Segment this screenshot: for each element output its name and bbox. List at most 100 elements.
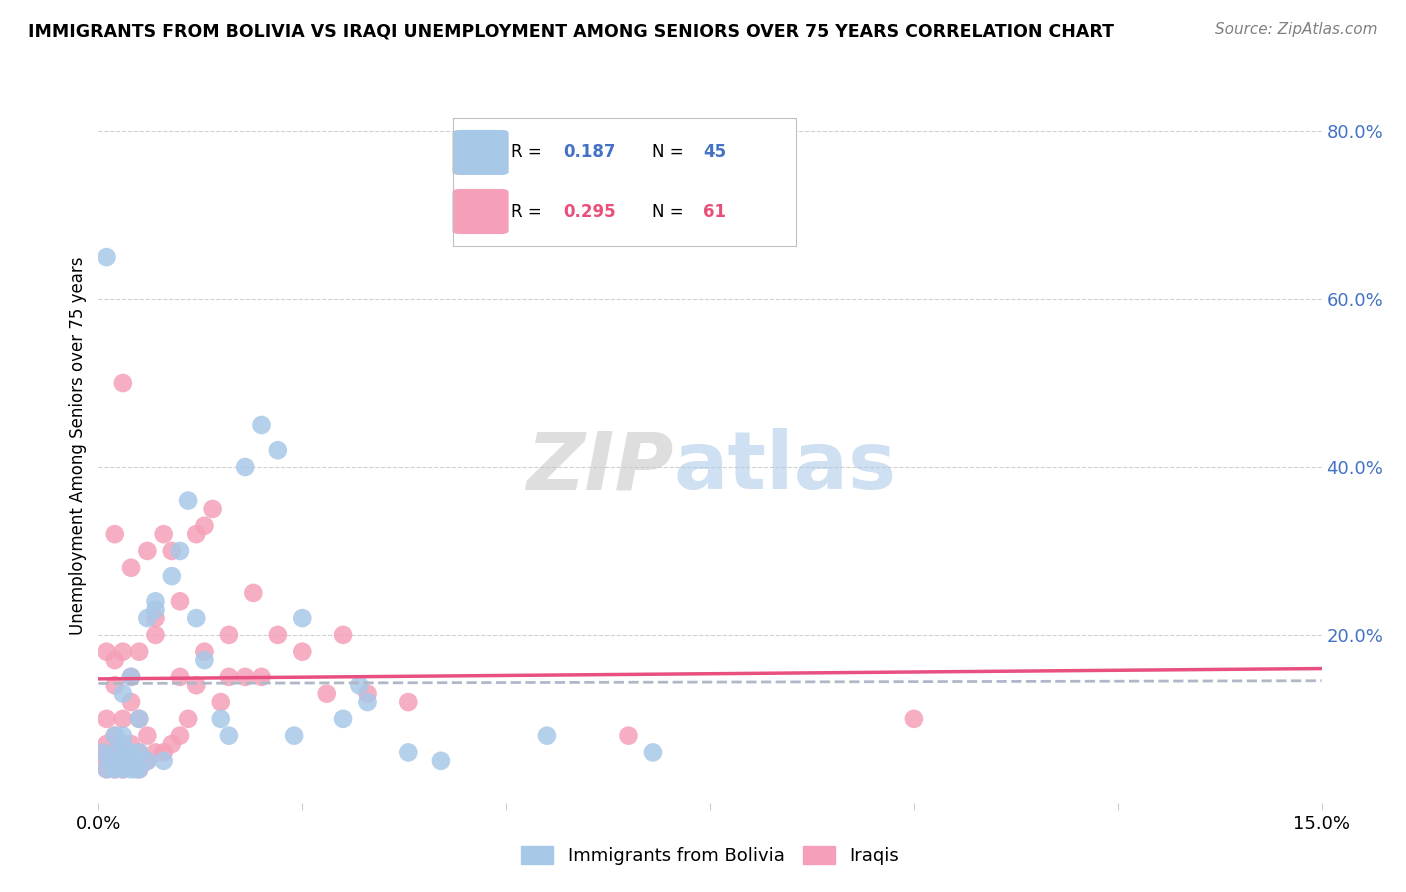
Point: [291, 645, 314, 659]
Point: [160, 569, 183, 583]
Point: [96, 762, 118, 776]
Point: [90, 754, 112, 768]
Point: [120, 670, 142, 684]
Point: [152, 527, 174, 541]
Point: [903, 712, 925, 726]
Point: [128, 712, 150, 726]
Point: [136, 544, 159, 558]
Point: [111, 762, 134, 776]
Point: [242, 586, 264, 600]
Point: [124, 762, 146, 776]
Point: [128, 746, 150, 760]
Point: [120, 762, 142, 776]
Y-axis label: Unemployment Among Seniors over 75 years: Unemployment Among Seniors over 75 years: [69, 257, 87, 635]
Point: [96, 712, 118, 726]
Point: [128, 762, 150, 776]
Text: atlas: atlas: [673, 428, 897, 507]
Point: [396, 746, 419, 760]
Point: [169, 544, 191, 558]
Point: [111, 737, 134, 751]
Point: [100, 754, 122, 768]
Point: [218, 628, 240, 642]
Point: [193, 645, 215, 659]
Point: [104, 762, 127, 776]
Point: [177, 493, 200, 508]
Point: [356, 695, 378, 709]
Point: [169, 670, 191, 684]
Point: [332, 628, 354, 642]
Point: [108, 754, 131, 768]
Point: [209, 712, 232, 726]
Point: [104, 527, 127, 541]
Point: [209, 695, 232, 709]
Point: [111, 737, 134, 751]
Point: [96, 737, 118, 751]
Point: [641, 746, 664, 760]
Point: [315, 687, 337, 701]
Point: [104, 729, 127, 743]
Point: [128, 645, 150, 659]
Point: [160, 544, 183, 558]
Point: [120, 560, 142, 574]
Point: [152, 754, 174, 768]
Point: [250, 670, 273, 684]
Point: [160, 737, 183, 751]
Point: [104, 746, 127, 760]
Point: [291, 611, 314, 625]
Point: [120, 754, 142, 768]
Point: [120, 670, 142, 684]
Point: [201, 502, 224, 516]
Point: [104, 762, 127, 776]
Point: [120, 746, 142, 760]
Point: [91, 746, 114, 760]
Point: [152, 746, 174, 760]
Point: [104, 678, 127, 692]
Point: [96, 250, 118, 264]
Point: [169, 729, 191, 743]
Point: [186, 611, 208, 625]
Point: [283, 729, 305, 743]
Point: [136, 611, 159, 625]
Text: ZIP: ZIP: [526, 428, 673, 507]
Point: [186, 527, 208, 541]
Point: [267, 443, 290, 458]
Point: [356, 687, 378, 701]
Point: [536, 729, 558, 743]
Point: [111, 645, 134, 659]
Point: [136, 754, 159, 768]
Point: [617, 729, 640, 743]
Point: [111, 687, 134, 701]
Point: [91, 746, 114, 760]
Point: [120, 754, 142, 768]
Point: [349, 678, 371, 692]
Point: [96, 645, 118, 659]
Point: [193, 653, 215, 667]
Point: [120, 737, 142, 751]
Point: [104, 653, 127, 667]
Point: [136, 729, 159, 743]
Point: [128, 712, 150, 726]
Point: [128, 746, 150, 760]
Point: [145, 611, 167, 625]
Point: [250, 417, 273, 432]
Point: [218, 670, 240, 684]
Point: [218, 729, 240, 743]
Point: [111, 712, 134, 726]
Point: [111, 762, 134, 776]
Point: [177, 712, 200, 726]
Point: [104, 729, 127, 743]
Text: IMMIGRANTS FROM BOLIVIA VS IRAQI UNEMPLOYMENT AMONG SENIORS OVER 75 YEARS CORREL: IMMIGRANTS FROM BOLIVIA VS IRAQI UNEMPLO…: [28, 22, 1114, 40]
Point: [430, 754, 453, 768]
Point: [136, 754, 159, 768]
Point: [111, 729, 134, 743]
Point: [111, 754, 134, 768]
Point: [111, 754, 134, 768]
Text: Source: ZipAtlas.com: Source: ZipAtlas.com: [1215, 22, 1378, 37]
Point: [111, 376, 134, 390]
Point: [120, 695, 142, 709]
Point: [186, 678, 208, 692]
Point: [396, 695, 419, 709]
Point: [128, 762, 150, 776]
Point: [193, 518, 215, 533]
Legend: Immigrants from Bolivia, Iraqis: Immigrants from Bolivia, Iraqis: [513, 838, 907, 872]
